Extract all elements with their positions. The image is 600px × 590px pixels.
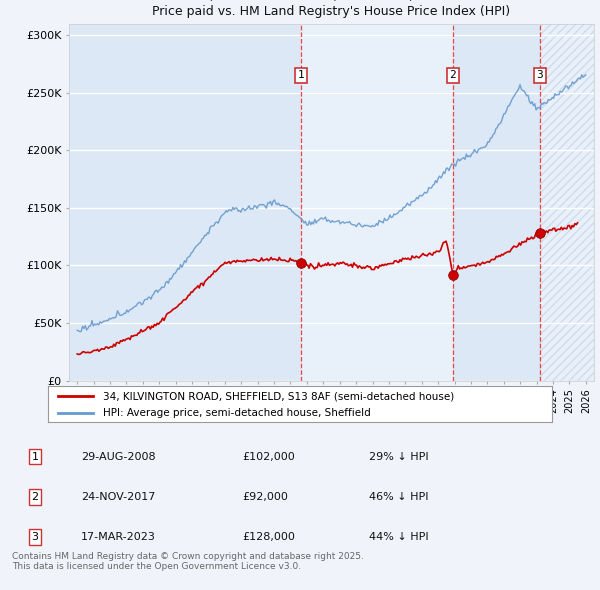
Text: 3: 3 [536, 70, 544, 80]
Title: 34, KILVINGTON ROAD, SHEFFIELD, S13 8AF
Price paid vs. HM Land Registry's House : 34, KILVINGTON ROAD, SHEFFIELD, S13 8AF … [152, 0, 511, 18]
Text: £102,000: £102,000 [242, 452, 295, 462]
Bar [540, 24, 594, 381]
Bar [453, 24, 540, 381]
Text: 34, KILVINGTON ROAD, SHEFFIELD, S13 8AF (semi-detached house): 34, KILVINGTON ROAD, SHEFFIELD, S13 8AF … [103, 391, 455, 401]
Text: 2: 2 [31, 492, 38, 502]
Text: 46% ↓ HPI: 46% ↓ HPI [369, 492, 428, 502]
Text: 29% ↓ HPI: 29% ↓ HPI [369, 452, 429, 462]
Bar [540, 24, 594, 381]
Text: 1: 1 [32, 452, 38, 462]
Text: Contains HM Land Registry data © Crown copyright and database right 2025.
This d: Contains HM Land Registry data © Crown c… [12, 552, 364, 571]
Text: £128,000: £128,000 [242, 532, 295, 542]
Text: 17-MAR-2023: 17-MAR-2023 [81, 532, 156, 542]
Text: 29-AUG-2008: 29-AUG-2008 [81, 452, 156, 462]
Text: £92,000: £92,000 [242, 492, 288, 502]
Text: 1: 1 [298, 70, 305, 80]
Text: 3: 3 [32, 532, 38, 542]
Text: HPI: Average price, semi-detached house, Sheffield: HPI: Average price, semi-detached house,… [103, 408, 371, 418]
Bar [301, 24, 453, 381]
Text: 2: 2 [449, 70, 456, 80]
Text: 24-NOV-2017: 24-NOV-2017 [81, 492, 155, 502]
Bar [69, 24, 301, 381]
Text: 44% ↓ HPI: 44% ↓ HPI [369, 532, 429, 542]
